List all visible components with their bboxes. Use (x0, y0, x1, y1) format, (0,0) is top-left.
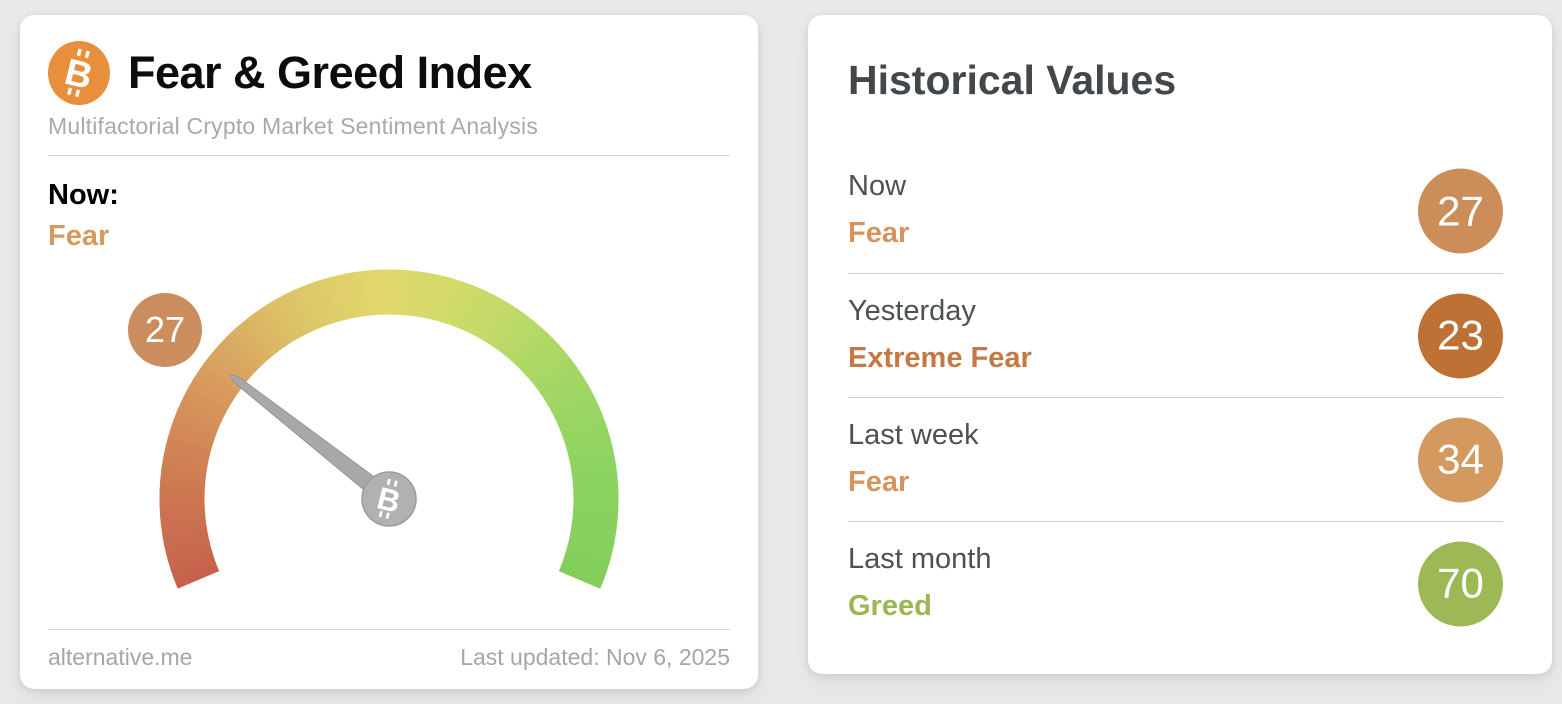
divider (48, 155, 730, 156)
history-value-badge: 23 (1418, 293, 1503, 378)
source-link[interactable]: alternative.me (48, 644, 193, 670)
history-period: Now (848, 170, 907, 202)
gauge: B 27 (44, 262, 734, 602)
history-row: Last month Greed 70 (848, 521, 1503, 645)
history-value-badge: 34 (1418, 417, 1503, 502)
page-title: Fear & Greed Index (128, 47, 532, 98)
history-classification: Fear (848, 466, 910, 498)
card-header: B Fear & Greed Index (48, 41, 730, 105)
history-classification: Fear (848, 217, 910, 249)
divider (48, 629, 730, 630)
last-updated: Last updated: Nov 6, 2025 (460, 644, 730, 670)
history-period: Yesterday (848, 295, 976, 327)
history-row: Last week Fear 34 (848, 397, 1503, 521)
history-row: Yesterday Extreme Fear 23 (848, 273, 1503, 397)
history-period: Last month (848, 543, 992, 575)
history-classification: Greed (848, 590, 932, 622)
fear-greed-card: B Fear & Greed Index Multifactorial Cryp… (20, 15, 758, 689)
history-classification: Extreme Fear (848, 342, 1032, 374)
bitcoin-icon: B (48, 41, 110, 105)
page: B Fear & Greed Index Multifactorial Cryp… (20, 15, 1552, 689)
historical-values-card: Historical Values Now Fear 27 Yesterday … (808, 15, 1552, 674)
history-value-badge: 27 (1418, 168, 1503, 254)
history-row: Now Fear 27 (848, 149, 1503, 273)
gauge-svg: B (159, 269, 619, 589)
subtitle: Multifactorial Crypto Market Sentiment A… (48, 113, 539, 139)
now-label: Now: (48, 179, 119, 211)
gauge-value-badge: 27 (128, 293, 202, 367)
history-period: Last week (848, 419, 979, 451)
history-value-badge: 70 (1418, 541, 1503, 626)
now-classification: Fear (48, 220, 110, 252)
historical-title: Historical Values (848, 57, 1177, 103)
history-rows: Now Fear 27 Yesterday Extreme Fear 23 La… (848, 149, 1503, 645)
card-footer: alternative.me Last updated: Nov 6, 2025 (48, 644, 730, 671)
